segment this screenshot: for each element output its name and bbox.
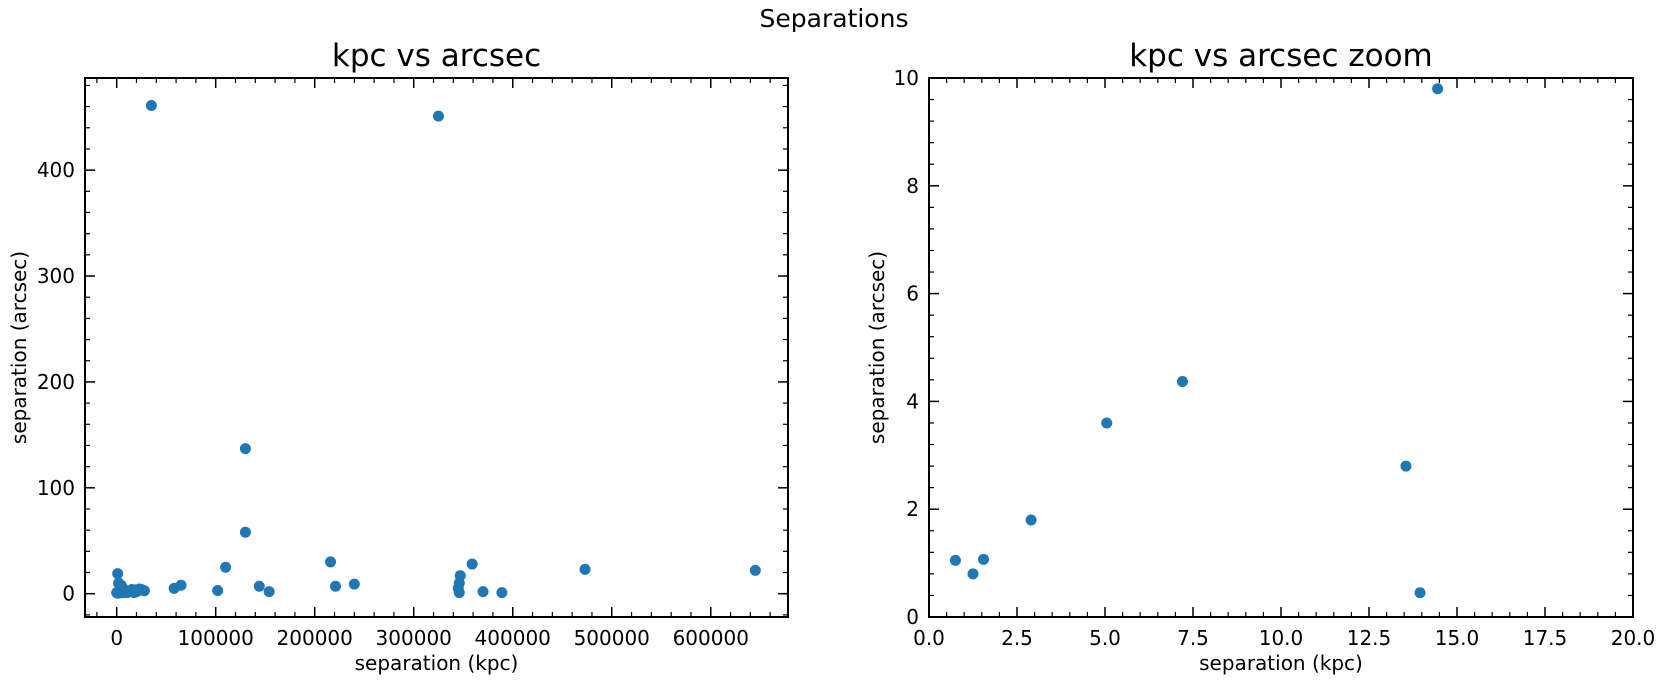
y-tick-label: 300 — [37, 264, 75, 288]
x-axis-label: separation (kpc) — [1199, 651, 1363, 675]
data-point — [112, 568, 124, 580]
x-tick-label: 200000 — [277, 626, 353, 650]
x-tick-label: 0.0 — [913, 626, 945, 650]
chart-1: kpc vs arcsec 0 100000 200000 300000 400000 50… — [7, 38, 789, 675]
data-point — [1432, 83, 1444, 95]
y-tick-label: 6 — [906, 282, 919, 306]
data-point — [1400, 460, 1412, 472]
x-tick-label: 300000 — [376, 626, 452, 650]
y-tick-label: 10 — [894, 66, 919, 90]
axes-frame — [84, 77, 789, 618]
y-tick-label: 200 — [37, 370, 75, 394]
figure-suptitle: Separations — [759, 4, 909, 33]
data-point — [1101, 417, 1113, 429]
data-point — [978, 553, 990, 565]
x-tick-label: 20.0 — [1611, 626, 1656, 650]
y-tick-label: 2 — [906, 497, 919, 521]
data-point — [263, 586, 275, 598]
data-point — [967, 568, 979, 580]
x-tick-label: 5.0 — [1089, 626, 1121, 650]
data-point — [111, 587, 123, 599]
chart-title: kpc vs arcsec zoom — [1129, 38, 1433, 74]
data-point — [496, 587, 508, 599]
x-tick-label: 7.5 — [1177, 626, 1209, 650]
x-tick-label: 100000 — [178, 626, 254, 650]
y-axis-label: separation (arcsec) — [7, 251, 31, 444]
chart-title: kpc vs arcsec — [332, 38, 541, 74]
y-tick-label: 400 — [37, 158, 75, 182]
y-tick-label: 100 — [37, 476, 75, 500]
data-point — [239, 526, 251, 538]
data-point — [949, 554, 961, 566]
y-tick-label: 0 — [62, 582, 75, 606]
data-point — [1025, 514, 1037, 526]
x-tick-label: 600000 — [673, 626, 749, 650]
y-tick-label: 4 — [906, 389, 919, 413]
data-point — [330, 580, 342, 592]
x-tick-label: 12.5 — [1347, 626, 1392, 650]
x-tick-label: 500000 — [574, 626, 650, 650]
chart-2: kpc vs arcsec zoom 0.0 2.5 5.0 7.5 10.0 12.5 15… — [865, 38, 1655, 675]
data-point — [239, 443, 251, 455]
data-point — [466, 558, 478, 570]
data-point — [348, 578, 360, 590]
data-point — [1414, 587, 1426, 599]
x-tick-label: 2.5 — [1001, 626, 1033, 650]
x-tick-label: 17.5 — [1523, 626, 1568, 650]
data-point — [220, 561, 232, 573]
y-tick-label: 0 — [906, 605, 919, 629]
axes-frame — [928, 77, 1634, 618]
x-tick-label: 10.0 — [1259, 626, 1304, 650]
y-axis-label: separation (arcsec) — [865, 251, 889, 444]
x-tick-label: 15.0 — [1435, 626, 1480, 650]
data-point — [145, 100, 157, 112]
data-point — [1176, 375, 1188, 387]
data-point — [113, 577, 125, 589]
x-tick-label: 0 — [110, 626, 123, 650]
data-point — [325, 556, 337, 568]
data-point — [432, 110, 444, 122]
x-tick-label: 400000 — [475, 626, 551, 650]
data-point — [477, 586, 489, 598]
data-point — [579, 563, 591, 575]
data-point — [212, 585, 224, 597]
data-point — [168, 582, 180, 594]
data-point — [749, 564, 761, 576]
data-point — [253, 580, 265, 592]
x-axis-label: separation (kpc) — [355, 651, 519, 675]
y-tick-label: 8 — [906, 174, 919, 198]
data-point — [453, 587, 465, 599]
data-point — [138, 585, 150, 597]
